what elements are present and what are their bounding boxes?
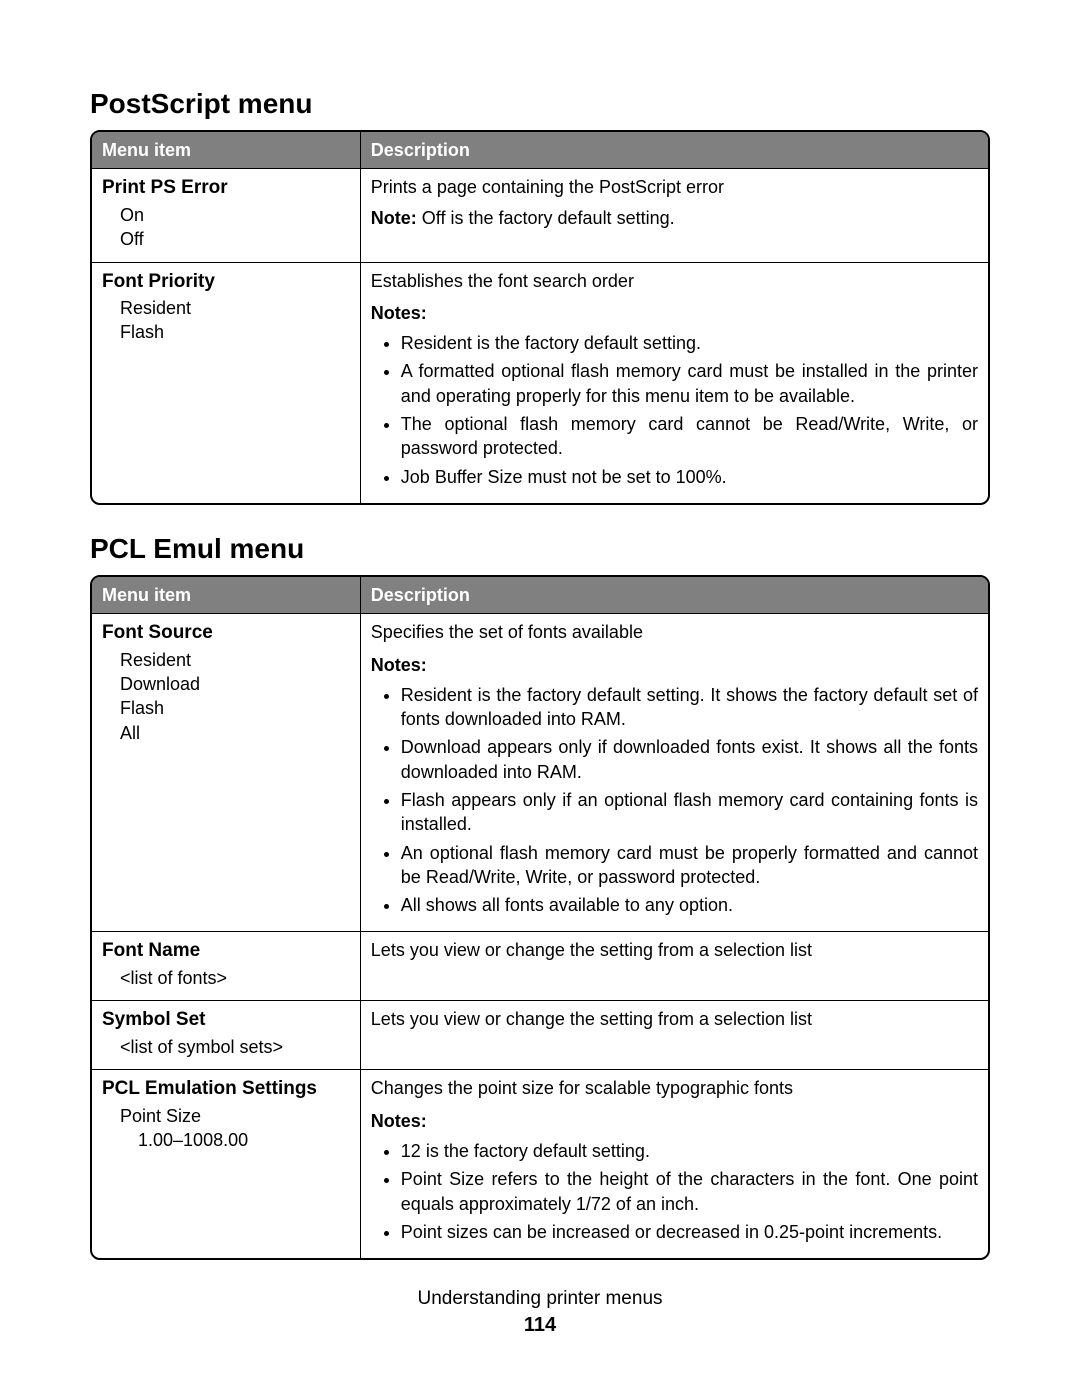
menu-table: Menu itemDescriptionPrint PS ErrorOnOffP… <box>90 130 990 505</box>
document-page: PostScript menuMenu itemDescriptionPrint… <box>0 0 1080 1397</box>
note-inline-text: Off is the factory default setting. <box>417 208 675 228</box>
table-row: PCL Emulation SettingsPoint Size1.00–100… <box>92 1069 988 1258</box>
menu-item-option: Flash <box>120 320 350 344</box>
menu-item-title: Font Name <box>102 938 350 964</box>
notes-list: 12 is the factory default setting. Point … <box>371 1139 978 1244</box>
description-text: Prints a page containing the PostScript … <box>371 175 978 199</box>
notes-list-item: Job Buffer Size must not be set to 100%. <box>401 465 978 489</box>
notes-list-item: Flash appears only if an optional flash … <box>401 788 978 837</box>
table-header-menu-item: Menu item <box>92 577 361 613</box>
menu-item-option: Resident <box>120 648 350 672</box>
menu-table: Menu itemDescriptionFont SourceResidentD… <box>90 575 990 1260</box>
note-inline-label: Note: <box>371 208 417 228</box>
menu-item-title: Font Priority <box>102 269 350 295</box>
menu-item-option: Resident <box>120 296 350 320</box>
notes-list-item: A formatted optional flash memory card m… <box>401 359 978 408</box>
page-footer: Understanding printer menus 114 <box>0 1288 1080 1337</box>
notes-label: Notes: <box>371 653 978 677</box>
menu-item-cell: PCL Emulation SettingsPoint Size1.00–100… <box>92 1069 361 1258</box>
description-cell: Changes the point size for scalable typo… <box>361 1069 988 1258</box>
notes-list-item: The optional flash memory card cannot be… <box>401 412 978 461</box>
page-number: 114 <box>0 1314 1080 1337</box>
notes-list-item: Point Size refers to the height of the c… <box>401 1167 978 1216</box>
section-heading: PostScript menu <box>90 88 990 120</box>
menu-item-cell: Print PS ErrorOnOff <box>92 168 361 261</box>
notes-list: Resident is the factory default setting.… <box>371 331 978 489</box>
notes-list-item: All shows all fonts available to any opt… <box>401 893 978 917</box>
notes-label: Notes: <box>371 1109 978 1133</box>
note-inline: Note: Off is the factory default setting… <box>371 206 978 230</box>
menu-item-option: Point Size <box>120 1104 350 1128</box>
section-heading: PCL Emul menu <box>90 533 990 565</box>
description-cell: Prints a page containing the PostScript … <box>361 168 988 261</box>
table-row: Font PriorityResidentFlashEstablishes th… <box>92 262 988 503</box>
description-text: Changes the point size for scalable typo… <box>371 1076 978 1100</box>
table-header-menu-item: Menu item <box>92 132 361 168</box>
footer-caption: Understanding printer menus <box>0 1288 1080 1310</box>
menu-item-cell: Symbol Set<list of symbol sets> <box>92 1000 361 1069</box>
notes-list: Resident is the factory default setting.… <box>371 683 978 918</box>
menu-item-cell: Font Name<list of fonts> <box>92 931 361 1000</box>
table-row: Symbol Set<list of symbol sets> Lets you … <box>92 1000 988 1069</box>
description-cell: Lets you view or change the setting from… <box>361 931 988 1000</box>
table-row: Font SourceResidentDownloadFlashAllSpeci… <box>92 613 988 931</box>
description-text: Lets you view or change the setting from… <box>371 938 978 962</box>
description-cell: Establishes the font search order Notes: R… <box>361 262 988 503</box>
table-row: Font Name<list of fonts> Lets you view or… <box>92 931 988 1000</box>
notes-list-item: Download appears only if downloaded font… <box>401 735 978 784</box>
notes-list-item: Resident is the factory default setting. <box>401 331 978 355</box>
description-text: Establishes the font search order <box>371 269 978 293</box>
description-cell: Lets you view or change the setting from… <box>361 1000 988 1069</box>
menu-item-option: Off <box>120 227 350 251</box>
menu-item-option-sub: 1.00–1008.00 <box>138 1128 350 1152</box>
menu-item-option: <list of symbol sets> <box>120 1035 350 1059</box>
table-header-description: Description <box>361 132 988 168</box>
notes-label: Notes: <box>371 301 978 325</box>
description-text: Lets you view or change the setting from… <box>371 1007 978 1031</box>
menu-item-option: Download <box>120 672 350 696</box>
menu-item-title: PCL Emulation Settings <box>102 1076 350 1102</box>
notes-list-item: An optional flash memory card must be pr… <box>401 841 978 890</box>
menu-item-title: Font Source <box>102 620 350 646</box>
notes-list-item: Point sizes can be increased or decrease… <box>401 1220 978 1244</box>
table-row: Print PS ErrorOnOff Prints a page contain… <box>92 168 988 261</box>
menu-item-option: <list of fonts> <box>120 966 350 990</box>
menu-item-option: On <box>120 203 350 227</box>
menu-item-option: All <box>120 721 350 745</box>
notes-list-item: 12 is the factory default setting. <box>401 1139 978 1163</box>
menu-item-cell: Font SourceResidentDownloadFlashAll <box>92 613 361 931</box>
description-text: Specifies the set of fonts available <box>371 620 978 644</box>
table-header-description: Description <box>361 577 988 613</box>
description-cell: Specifies the set of fonts available Note… <box>361 613 988 931</box>
menu-item-option: Flash <box>120 696 350 720</box>
notes-list-item: Resident is the factory default setting.… <box>401 683 978 732</box>
menu-item-title: Print PS Error <box>102 175 350 201</box>
menu-item-title: Symbol Set <box>102 1007 350 1033</box>
menu-item-cell: Font PriorityResidentFlash <box>92 262 361 503</box>
